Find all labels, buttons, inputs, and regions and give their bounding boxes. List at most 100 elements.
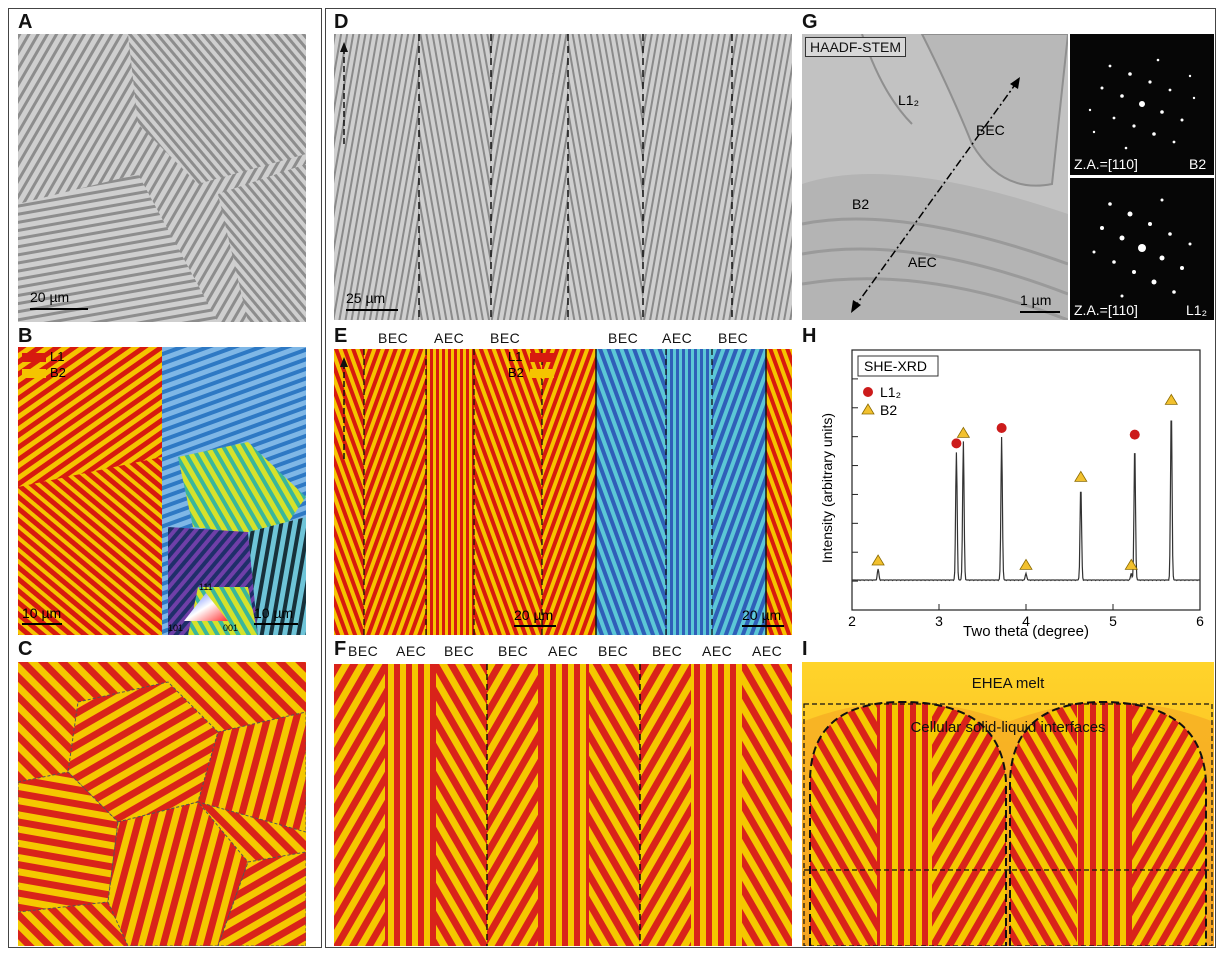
scale-label-b-left: 10 µm: [22, 605, 62, 621]
left-column-frame: [8, 8, 322, 948]
za-label-l12: Z.A.=[110]: [1074, 302, 1138, 318]
ipf-label-001: 001: [223, 623, 239, 633]
scale-bar-e-left: [514, 625, 556, 627]
panel-f-schematic: [334, 664, 792, 946]
legend-marker-l12: [863, 387, 873, 397]
e-label-aec-2: AEC: [662, 330, 693, 346]
za-label-b2: Z.A.=[110]: [1074, 156, 1138, 172]
legend-label-b2: B2: [50, 365, 66, 380]
panel-a-sem-image: 20 µm: [18, 34, 306, 322]
legend-marker-b2: [861, 403, 875, 415]
panel-e-ebsd-map: L1 B2 20 µm 20 µm: [334, 349, 792, 635]
columnar-lamellae-schematic: [334, 664, 792, 946]
f-label-9: AEC: [752, 643, 783, 659]
scale-label-e-left: 20 µm: [514, 607, 554, 623]
stem-micrograph: [802, 34, 1068, 320]
legend-swatch-l1: [22, 353, 46, 362]
scale-label-b-right: 10 µm: [254, 605, 294, 621]
melt-label: EHEA melt: [971, 675, 1045, 692]
e-label-bec-1: BEC: [378, 330, 409, 346]
ipf-label-101: 101: [168, 623, 184, 633]
f-label-2: AEC: [396, 643, 427, 659]
panel-label-a: A: [18, 11, 33, 33]
b2-spot-pattern: [1088, 58, 1196, 150]
xrd-marker-b2: [1164, 393, 1178, 405]
stem-mode-box: HAADF-STEM: [805, 37, 906, 57]
scale-label-e-right: 20 µm: [742, 607, 782, 623]
xrd-x-tick-label: 2: [848, 613, 856, 629]
l12-spot-pattern: [1092, 198, 1192, 298]
xrd-y-axis-label: Intensity (arbitrary units): [819, 413, 835, 563]
panel-f-top-labels: BEC AEC BEC BEC AEC BEC BEC AEC AEC: [334, 643, 792, 661]
xrd-pattern-line: [851, 420, 1200, 582]
legend-swatch-l1-e: [530, 353, 554, 362]
lamellar-texture: [18, 34, 306, 322]
scale-bar-a: [30, 308, 88, 310]
scale-bar-e-right: [742, 625, 784, 627]
f-label-6: BEC: [598, 643, 629, 659]
f-label-5: AEC: [548, 643, 579, 659]
legend-label-l1-e: L1: [508, 349, 523, 364]
panel-g-stem-image: HAADF-STEM L1₂ BEC B2 AEC 1 µm: [802, 34, 1068, 320]
panel-label-i: I: [802, 638, 808, 660]
panel-b-ebsd-map: L1 B2 111 101 001 10 µm 10 µm: [18, 347, 306, 635]
scale-bar-g: [1020, 311, 1060, 313]
xrd-x-tick-label: 4: [1022, 613, 1030, 629]
xrd-x-ticks: 2 3 4 5 6: [848, 604, 1204, 629]
equiaxed-colony-schematic: [18, 662, 306, 946]
xrd-marker-b2: [1074, 470, 1088, 482]
phase-and-orientation-map: [18, 347, 306, 635]
xrd-plot-frame: [851, 349, 1201, 611]
right-column-frame: [325, 8, 1216, 948]
region-label-aec: AEC: [908, 254, 937, 270]
region-label-bec: BEC: [976, 122, 1005, 138]
scale-bar-b-left: [22, 623, 62, 625]
scale-label-d: 25 µm: [346, 290, 386, 306]
scale-label-a: 20 µm: [30, 289, 70, 305]
ipf-color-key: [184, 593, 228, 621]
xrd-title-box: SHE-XRD: [857, 355, 939, 377]
f-label-4: BEC: [498, 643, 529, 659]
panel-label-g: G: [802, 11, 818, 33]
legend-swatch-b2-e: [530, 369, 554, 378]
diffraction-pattern-l12: Z.A.=[110] L1₂: [1070, 178, 1214, 320]
xrd-y-ticks: [852, 378, 858, 582]
xrd-axes-box: [851, 349, 1201, 611]
xrd-marker-b2: [871, 554, 885, 566]
f-label-3: BEC: [444, 643, 475, 659]
phase-label-b2: B2: [1189, 156, 1207, 172]
f-label-1: BEC: [348, 643, 379, 659]
legend-label-l1: L1: [50, 349, 65, 364]
xrd-marker-l12: [996, 423, 1007, 433]
xrd-x-axis-label: Two theta (degree): [963, 623, 1089, 640]
panel-i-schematic: EHEA melt Cellular solid-liquid interfac…: [802, 662, 1214, 946]
ipf-label-111: 111: [199, 582, 213, 592]
scale-bar-b-right: [254, 623, 298, 625]
panel-label-b: B: [18, 325, 33, 347]
diffraction-pattern-b2: Z.A.=[110] B2: [1070, 34, 1214, 175]
scale-bar-d: [346, 309, 398, 311]
legend-label-b2-e: B2: [508, 365, 524, 380]
f-label-7: BEC: [652, 643, 683, 659]
f-label-8: AEC: [702, 643, 733, 659]
interface-label: Cellular solid-liquid interfaces: [910, 719, 1106, 736]
xrd-x-tick-label: 6: [1196, 613, 1204, 629]
panel-label-e: E: [334, 325, 348, 347]
xrd-legend: L1₂ B2: [861, 384, 901, 418]
phase-label-l12: L1₂: [1186, 302, 1208, 318]
panel-e-top-labels: BEC AEC BEC BEC AEC BEC: [334, 330, 792, 348]
panel-label-f: F: [334, 638, 347, 660]
panel-label-c: C: [18, 638, 33, 660]
panel-c-schematic: [18, 662, 306, 946]
xrd-marker-b2: [956, 426, 971, 438]
xrd-peak-markers: [871, 393, 1178, 570]
xrd-title: SHE-XRD: [864, 358, 927, 374]
xrd-marker-b2: [1124, 558, 1138, 570]
columnar-phase-map: [334, 349, 792, 635]
legend-swatch-b2: [22, 369, 46, 378]
e-label-bec-4: BEC: [718, 330, 749, 346]
panel-label-d: D: [334, 11, 349, 33]
panel-d-sem-image: 25 µm: [334, 34, 792, 320]
e-label-bec-3: BEC: [608, 330, 639, 346]
xrd-x-tick-label: 3: [935, 613, 943, 629]
